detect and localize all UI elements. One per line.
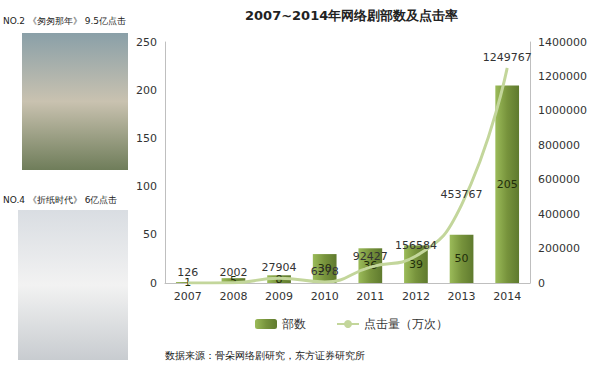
svg-text:2008: 2008	[219, 290, 247, 303]
svg-text:50: 50	[143, 228, 157, 241]
svg-text:2002: 2002	[219, 266, 247, 279]
svg-text:92427: 92427	[353, 250, 388, 263]
svg-text:2009: 2009	[265, 290, 293, 303]
svg-text:453767: 453767	[441, 188, 483, 201]
svg-text:2010: 2010	[311, 290, 339, 303]
svg-text:200: 200	[136, 84, 157, 97]
svg-text:1400000: 1400000	[538, 36, 587, 49]
svg-text:6278: 6278	[311, 265, 339, 278]
svg-text:2013: 2013	[448, 290, 476, 303]
svg-text:156584: 156584	[395, 239, 437, 252]
svg-text:2012: 2012	[402, 290, 430, 303]
svg-text:NO.4 《折纸时代》 6亿点击: NO.4 《折纸时代》 6亿点击	[3, 195, 118, 205]
svg-text:2007: 2007	[174, 290, 202, 303]
svg-text:250: 250	[136, 36, 157, 49]
svg-text:1249767: 1249767	[483, 51, 532, 64]
svg-text:50: 50	[455, 252, 469, 265]
svg-text:0: 0	[150, 277, 157, 290]
svg-text:100: 100	[136, 180, 157, 193]
svg-text:8: 8	[275, 272, 283, 286]
svg-text:800000: 800000	[538, 139, 580, 152]
svg-text:126: 126	[177, 266, 198, 279]
svg-text:200000: 200000	[538, 242, 580, 255]
svg-text:NO.2 《匆匆那年》 9.5亿点击: NO.2 《匆匆那年》 9.5亿点击	[3, 16, 126, 26]
svg-text:数据来源：骨朵网络剧研究，东方证券研究所: 数据来源：骨朵网络剧研究，东方证券研究所	[165, 350, 365, 361]
svg-text:0: 0	[538, 277, 545, 290]
svg-text:5: 5	[229, 274, 237, 288]
svg-text:部数: 部数	[282, 317, 306, 331]
svg-text:27904: 27904	[262, 261, 297, 274]
svg-text:1000000: 1000000	[538, 104, 587, 117]
svg-text:39: 39	[408, 257, 423, 271]
svg-text:1200000: 1200000	[538, 70, 587, 83]
svg-text:2007~2014年网络剧部数及点击率: 2007~2014年网络剧部数及点击率	[245, 8, 458, 23]
svg-text:205: 205	[497, 178, 518, 191]
svg-text:2014: 2014	[493, 290, 521, 303]
svg-text:600000: 600000	[538, 173, 580, 186]
svg-text:400000: 400000	[538, 208, 580, 221]
svg-text:2011: 2011	[356, 290, 384, 303]
svg-text:150: 150	[136, 132, 157, 145]
svg-text:点击量（万次）: 点击量（万次）	[364, 317, 448, 331]
